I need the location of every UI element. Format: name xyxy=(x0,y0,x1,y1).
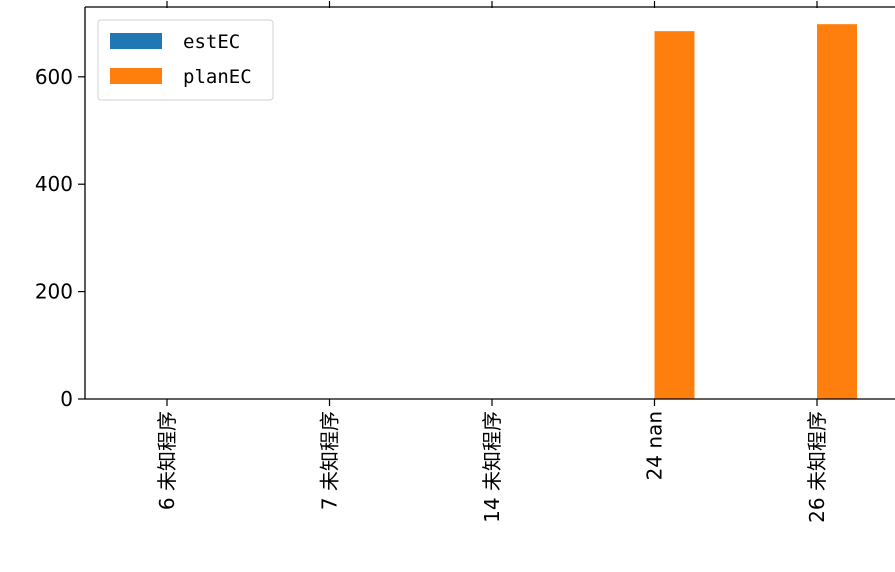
x-tick-label-2: 14 未知程序 xyxy=(480,411,504,523)
x-axis-ticks: 6 未知程序 7 未知程序 14 未知程序 24 nan 26 未知程序 xyxy=(155,1,829,523)
y-tick-label-0: 0 xyxy=(60,387,73,411)
x-tick-label-4: 26 未知程序 xyxy=(805,411,829,523)
x-tick-label-3: 24 nan xyxy=(643,411,667,480)
legend-swatch-planEC xyxy=(110,68,162,84)
x-tick-label-1: 7 未知程序 xyxy=(318,411,342,510)
legend-swatch-estEC xyxy=(110,33,162,49)
y-axis-ticks: 0 200 400 600 xyxy=(35,65,85,411)
legend-label-estEC: estEC xyxy=(183,31,240,53)
bar-planEC-4 xyxy=(817,24,857,399)
bars-group xyxy=(654,24,857,400)
y-tick-label-3: 600 xyxy=(35,65,73,89)
bar-planEC-3 xyxy=(654,31,695,400)
y-tick-label-2: 400 xyxy=(35,172,73,196)
legend-label-planEC: planEC xyxy=(183,66,252,88)
y-tick-label-1: 200 xyxy=(35,280,73,304)
x-tick-label-0: 6 未知程序 xyxy=(155,411,179,510)
legend: estEC planEC xyxy=(97,19,274,101)
